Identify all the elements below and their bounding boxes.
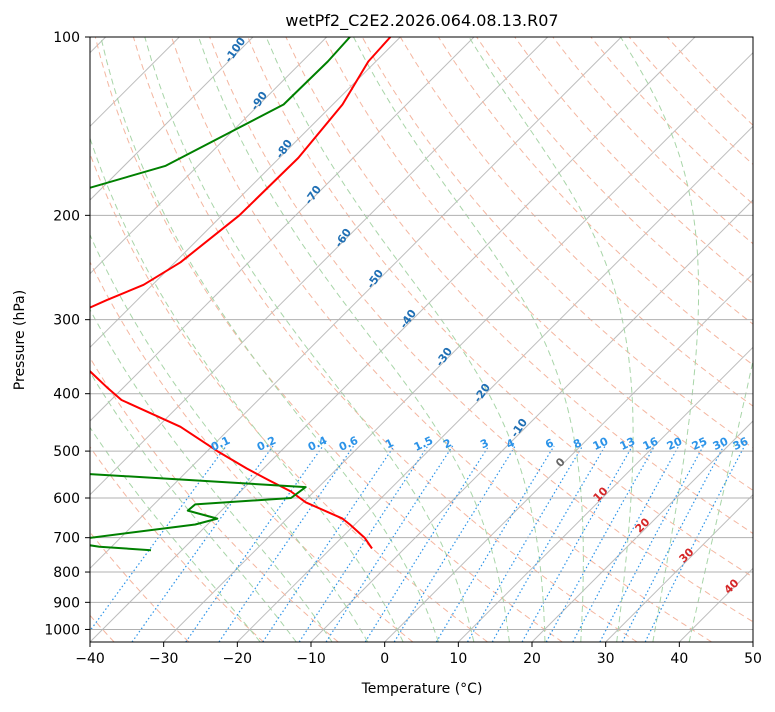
isotherm-line: [90, 37, 696, 642]
mixing-ratio-line: [298, 445, 429, 642]
x-axis-title: Temperature (°C): [361, 681, 483, 697]
x-tick-label: −30: [149, 651, 179, 667]
dry-adiabat-line: [90, 356, 339, 642]
dewpoint-line: [90, 37, 351, 552]
dry-adiabat-line: [514, 37, 753, 285]
x-tick-label: 40: [670, 651, 688, 667]
isotherm-line: [531, 420, 753, 642]
mixing-ratio-line: [435, 445, 555, 642]
chart-title: wetPf2_C2E2.2026.064.08.13.R07: [285, 11, 558, 31]
dry-adiabat-line: [323, 37, 753, 491]
dry-adiabat-line: [94, 37, 563, 642]
moist-adiabat-line: [100, 37, 439, 642]
mixing-ratio-label: 30: [711, 435, 731, 453]
moist-adiabat-line: [90, 426, 261, 642]
y-tick-label: 800: [53, 565, 80, 581]
isotherm-line: [163, 51, 753, 642]
plot-background: [90, 37, 753, 642]
y-tick-label: 1000: [44, 622, 80, 638]
isotherm-line: [236, 125, 753, 642]
moist-adiabat-line: [265, 37, 546, 642]
isotherm-line: [90, 37, 622, 570]
mixing-ratio-line: [521, 445, 634, 642]
y-tick-label: 700: [53, 531, 80, 547]
dry-adiabat-line: [90, 260, 414, 642]
moist-adiabat-line: [90, 371, 297, 642]
mixing-ratio-line: [466, 445, 584, 642]
y-axis-title: Pressure (hPa): [12, 290, 28, 390]
isotherm-line: [90, 37, 328, 275]
mixing-ratio-line: [131, 445, 274, 642]
y-tick-label: 600: [53, 491, 80, 507]
x-tick-label: −20: [223, 651, 253, 667]
isotherm-line: [90, 37, 254, 201]
isotherm-line: [90, 37, 549, 496]
mixing-ratio-line: [325, 445, 454, 642]
dry-adiabat-line: [247, 37, 753, 578]
x-tick-label: 30: [597, 651, 615, 667]
x-tick-label: 0: [380, 651, 389, 667]
x-tick-label: 10: [449, 651, 467, 667]
x-tick-label: 20: [523, 651, 541, 667]
isotherm-line: [90, 37, 475, 422]
mixing-ratio-label: 36: [731, 435, 751, 453]
y-tick-label: 900: [53, 595, 80, 611]
dry-adiabat-line: [90, 446, 264, 642]
mixing-ratio-line: [644, 445, 746, 642]
moist-adiabat-line: [620, 37, 700, 642]
y-tick-label: 400: [53, 387, 80, 403]
moist-adiabat-line: [688, 358, 753, 642]
mixing-ratio-label: 20: [665, 435, 685, 453]
mixing-ratio-line: [393, 445, 516, 642]
x-tick-label: 50: [744, 651, 762, 667]
x-tick-label: −10: [296, 651, 326, 667]
mixing-ratio-line: [364, 445, 490, 642]
isotherm-line: [605, 493, 753, 642]
mixing-ratio-line: [262, 445, 395, 642]
plot-frame: [89, 36, 754, 643]
mixing-ratio-line: [218, 445, 355, 642]
temperature-line: [90, 37, 392, 550]
dry-adiabat-line: [171, 37, 712, 642]
y-tick-label: 300: [53, 313, 80, 329]
x-tick-label: −40: [75, 651, 105, 667]
mixing-ratio-label: 13: [618, 435, 637, 453]
moist-adiabat-line: [90, 233, 369, 642]
isotherm-line: [457, 346, 753, 642]
mixing-ratio-label: 10: [591, 435, 611, 453]
y-tick-label: 100: [53, 30, 80, 46]
isotherm-line: [384, 272, 753, 642]
moist-adiabat-line: [353, 37, 584, 642]
mixing-ratio-line: [545, 445, 656, 642]
y-tick-label: 200: [53, 208, 80, 224]
dry-adiabat-line: [132, 37, 638, 642]
dry-adiabat-line: [476, 37, 753, 325]
isotherm-line: [752, 641, 753, 642]
moist-adiabat-line: [198, 37, 510, 642]
dry-adiabat-line: [209, 37, 753, 623]
moist-adiabat-line: [144, 37, 475, 642]
mixing-ratio-label: 16: [641, 435, 661, 453]
moist-adiabat-line: [90, 308, 333, 642]
mixing-ratio-label: 25: [690, 435, 709, 453]
isotherm-line: [90, 37, 401, 349]
mixing-ratio-line: [621, 445, 725, 642]
dry-adiabat-line: [285, 37, 753, 535]
y-tick-label: 500: [53, 444, 80, 460]
